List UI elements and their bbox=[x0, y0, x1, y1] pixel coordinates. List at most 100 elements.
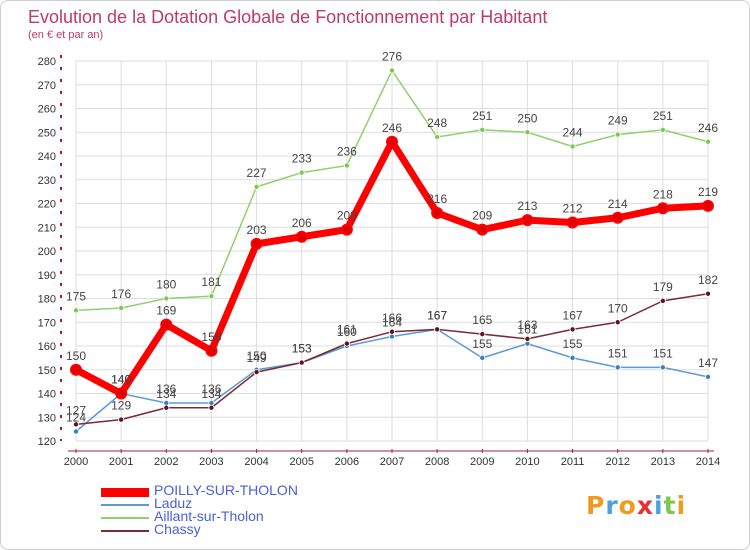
data-point-poilly-sur-tholon bbox=[431, 207, 444, 219]
data-label-poilly-sur-tholon: 203 bbox=[247, 223, 267, 237]
data-label-laduz: 136 bbox=[156, 382, 176, 396]
data-point-chassy bbox=[298, 359, 305, 366]
data-label-chassy: 149 bbox=[247, 351, 267, 365]
data-label-chassy: 127 bbox=[66, 403, 86, 417]
x-tick-label: 2011 bbox=[561, 456, 585, 468]
data-point-poilly-sur-tholon bbox=[70, 363, 82, 376]
data-label-laduz: 151 bbox=[608, 346, 628, 360]
data-label-aillant-sur-tholon: 181 bbox=[201, 275, 221, 289]
legend-label-laduz: Laduz bbox=[154, 495, 193, 511]
legend-label-chassy: Chassy bbox=[154, 521, 201, 537]
logo-letter: i bbox=[676, 491, 687, 520]
data-point-aillant-sur-tholon bbox=[614, 131, 621, 138]
data-label-aillant-sur-tholon: 251 bbox=[472, 109, 492, 123]
x-tick-label: 2008 bbox=[425, 456, 449, 468]
legend-swatch-poilly bbox=[101, 488, 149, 497]
logo-letter: x bbox=[636, 491, 654, 520]
data-point-poilly-sur-tholon bbox=[702, 199, 714, 212]
logo-letter: o bbox=[618, 491, 637, 520]
data-point-chassy bbox=[118, 416, 125, 423]
data-point-chassy bbox=[434, 326, 441, 333]
data-point-laduz bbox=[569, 354, 576, 361]
data-point-chassy bbox=[659, 297, 666, 304]
data-point-poilly-sur-tholon bbox=[611, 211, 624, 224]
data-label-chassy: 163 bbox=[517, 318, 537, 332]
data-label-chassy: 179 bbox=[653, 280, 673, 294]
data-point-aillant-sur-tholon bbox=[118, 304, 125, 311]
legend-item-aillant: Aillant-sur-Tholon bbox=[101, 509, 361, 524]
data-point-aillant-sur-tholon bbox=[705, 138, 712, 145]
data-label-aillant-sur-tholon: 244 bbox=[563, 126, 583, 140]
data-label-poilly-sur-tholon: 212 bbox=[563, 202, 583, 216]
data-label-aillant-sur-tholon: 250 bbox=[517, 111, 537, 125]
data-point-aillant-sur-tholon bbox=[569, 143, 576, 150]
data-label-poilly-sur-tholon: 218 bbox=[653, 187, 673, 201]
x-tick-label: 2005 bbox=[289, 456, 313, 468]
x-tick-label: 2014 bbox=[696, 456, 720, 468]
y-tick-label: 220 bbox=[38, 199, 56, 211]
data-point-aillant-sur-tholon bbox=[479, 126, 486, 133]
logo-letter: i bbox=[654, 491, 664, 520]
legend-swatch-chassy bbox=[101, 530, 149, 532]
x-tick-label: 2010 bbox=[515, 456, 539, 468]
logo-letter: r bbox=[605, 491, 619, 520]
chart-subtitle: (en € et par an) bbox=[28, 29, 104, 41]
y-tick-label: 160 bbox=[38, 341, 56, 353]
x-tick-label: 2006 bbox=[335, 456, 359, 468]
data-label-laduz: 155 bbox=[472, 337, 492, 351]
data-point-aillant-sur-tholon bbox=[298, 169, 305, 176]
y-tick-label: 120 bbox=[38, 436, 56, 448]
data-label-aillant-sur-tholon: 227 bbox=[247, 166, 267, 180]
data-label-laduz: 150 bbox=[247, 349, 267, 363]
data-point-chassy bbox=[569, 326, 576, 333]
data-label-chassy: 134 bbox=[201, 387, 221, 401]
y-tick-label: 150 bbox=[38, 365, 56, 377]
data-point-laduz bbox=[479, 354, 486, 361]
data-label-laduz: 153 bbox=[292, 342, 312, 356]
data-label-chassy: 182 bbox=[698, 273, 718, 287]
data-label-poilly-sur-tholon: 150 bbox=[66, 349, 86, 363]
data-label-poilly-sur-tholon: 214 bbox=[608, 197, 628, 211]
data-label-aillant-sur-tholon: 180 bbox=[156, 278, 176, 292]
data-point-poilly-sur-tholon bbox=[115, 387, 128, 400]
data-label-aillant-sur-tholon: 276 bbox=[382, 50, 402, 64]
data-point-chassy bbox=[163, 404, 170, 411]
x-tick-label: 2009 bbox=[470, 456, 494, 468]
y-tick-label: 130 bbox=[38, 412, 56, 424]
legend-label-poilly: POILLY-SUR-THOLON bbox=[154, 482, 298, 498]
data-label-poilly-sur-tholon: 213 bbox=[517, 199, 537, 213]
data-label-laduz: 147 bbox=[698, 356, 718, 370]
data-label-laduz: 161 bbox=[517, 323, 537, 337]
grid bbox=[75, 60, 709, 442]
axes: 120 130 140 150 160 170 180 190 200 210 220 230 240 2… bbox=[38, 55, 720, 468]
data-label-laduz: 167 bbox=[427, 308, 447, 322]
x-tick-label: 2004 bbox=[244, 456, 268, 468]
data-point-aillant-sur-tholon bbox=[253, 183, 260, 190]
data-label-chassy: 165 bbox=[472, 313, 492, 327]
legend-swatch-laduz bbox=[101, 504, 149, 506]
data-point-laduz bbox=[614, 364, 621, 371]
data-labels: 175 176 180 181 227 233 236 276 248 251 250 244 249 2… bbox=[66, 50, 718, 425]
series-lines bbox=[70, 67, 714, 435]
x-tick-label: 2001 bbox=[109, 456, 133, 468]
x-tick-label: 2007 bbox=[380, 456, 404, 468]
data-point-aillant-sur-tholon bbox=[524, 129, 531, 136]
logo-letter: t bbox=[663, 491, 677, 520]
data-label-laduz: 124 bbox=[66, 411, 86, 425]
data-label-chassy: 167 bbox=[427, 308, 447, 322]
data-label-poilly-sur-tholon: 209 bbox=[337, 209, 357, 223]
data-label-laduz: 160 bbox=[337, 325, 357, 339]
data-label-laduz: 136 bbox=[201, 382, 221, 396]
x-tick-label: 2013 bbox=[651, 456, 675, 468]
data-point-aillant-sur-tholon bbox=[208, 293, 215, 300]
data-label-chassy: 166 bbox=[382, 311, 402, 325]
data-point-chassy bbox=[479, 331, 486, 338]
x-tick-label: 2012 bbox=[605, 456, 629, 468]
data-label-aillant-sur-tholon: 236 bbox=[337, 145, 357, 159]
data-label-chassy: 153 bbox=[292, 342, 312, 356]
data-point-chassy bbox=[253, 369, 260, 376]
data-point-poilly-sur-tholon bbox=[340, 223, 353, 236]
y-tick-label: 210 bbox=[38, 222, 56, 234]
data-label-chassy: 134 bbox=[156, 387, 176, 401]
